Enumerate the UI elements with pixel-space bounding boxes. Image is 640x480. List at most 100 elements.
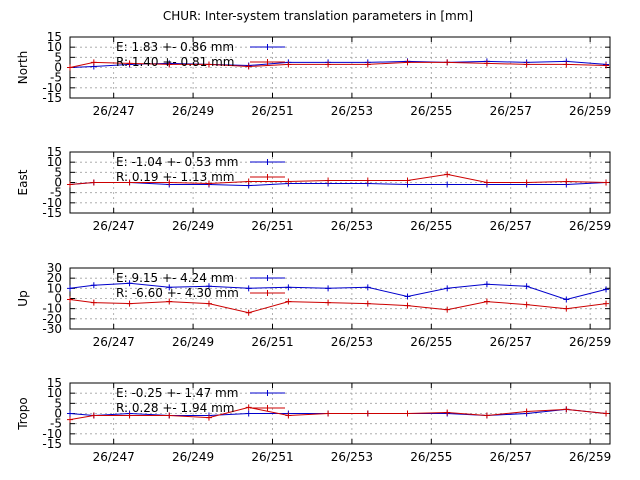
data-point-E [404,293,411,300]
x-tick-label: 26/255 [410,219,452,233]
data-point-R [483,179,490,186]
x-tick-label: 26/253 [331,450,373,464]
data-point-R [523,408,530,415]
data-point-R [364,410,371,417]
data-point-R [404,177,411,184]
data-point-E [444,285,451,292]
data-point-R [166,412,173,419]
y-tick-label: 15 [47,376,62,390]
y-tick-label: 10 [47,40,62,54]
data-point-R [285,178,292,185]
x-tick-label: 26/255 [410,450,452,464]
data-point-R [563,305,570,312]
x-tick-label: 26/247 [93,104,135,118]
y-tick-label: 30 [47,261,62,275]
legend-label-R: R: -6.60 +- 4.30 mm [116,286,239,300]
x-tick-label: 26/253 [331,219,373,233]
legend-label-E: E: 1.83 +- 0.86 mm [116,40,234,54]
y-tick-label: -5 [50,71,62,85]
data-point-R [404,410,411,417]
data-point-R [325,299,332,306]
legend-marker-R [264,290,271,296]
y-tick-label: 5 [54,396,62,410]
data-point-E [90,282,97,289]
y-tick-label: 10 [47,155,62,169]
data-point-R [444,171,451,178]
data-point-R [126,300,133,307]
data-point-R [563,406,570,413]
x-tick-label: 26/253 [331,335,373,349]
x-tick-label: 26/249 [172,450,214,464]
data-point-R [67,296,73,303]
data-point-E [325,285,332,292]
x-tick-label: 26/253 [331,104,373,118]
y-tick-label: -5 [50,417,62,431]
data-point-R [205,180,212,187]
legend-label-R: R: 0.19 +- 1.13 mm [116,170,234,184]
data-point-R [90,179,97,186]
data-point-E [205,283,212,290]
y-tick-label: 0 [54,292,62,306]
data-point-R [126,60,133,67]
data-point-R [325,61,332,68]
y-tick-label: -15 [42,91,62,105]
series-line-R [69,299,607,314]
data-point-R [444,306,451,313]
data-point-R [325,177,332,184]
x-tick-label: 26/247 [93,450,135,464]
x-tick-label: 26/247 [93,335,135,349]
data-point-E [563,296,570,303]
x-tick-label: 26/255 [410,335,452,349]
data-point-E [444,181,451,188]
legend-marker-E [264,275,271,281]
x-tick-label: 26/259 [569,219,611,233]
data-point-R [603,410,610,417]
y-tick-label: -30 [42,322,62,336]
y-axis-label: Tropo [16,397,30,431]
y-tick-label: -15 [42,437,62,451]
y-tick-label: 20 [47,271,62,285]
data-point-R [245,63,252,70]
y-tick-label: 15 [47,30,62,44]
data-point-E [245,410,252,417]
x-tick-label: 26/249 [172,219,214,233]
y-tick-label: 5 [54,165,62,179]
data-point-R [603,62,610,69]
x-tick-label: 26/247 [93,219,135,233]
data-point-E [483,281,490,288]
data-point-R [444,409,451,416]
y-tick-label: -10 [42,81,62,95]
data-point-E [245,285,252,292]
y-tick-label: -10 [42,302,62,316]
y-tick-label: 0 [54,61,62,75]
legend-label-E: E: 9.15 +- 4.24 mm [116,271,234,285]
y-tick-label: -20 [42,312,62,326]
legend-marker-E [264,44,271,50]
data-point-R [245,404,252,411]
data-point-R [166,61,173,68]
x-tick-label: 26/251 [251,335,293,349]
legend-marker-E [264,159,271,165]
data-point-R [285,298,292,305]
data-point-R [603,300,610,307]
x-tick-label: 26/251 [251,104,293,118]
legend-marker-R [264,59,271,65]
legend-marker-R [264,174,271,180]
data-point-E [67,410,73,417]
legend-marker-E [264,390,271,396]
data-point-R [523,301,530,308]
x-tick-label: 26/259 [569,104,611,118]
legend-marker-R [264,405,271,411]
y-tick-label: -5 [50,186,62,200]
data-point-R [205,300,212,307]
data-point-R [483,298,490,305]
y-tick-label: -10 [42,427,62,441]
x-tick-label: 26/249 [172,104,214,118]
data-point-R [444,59,451,66]
x-tick-label: 26/257 [490,219,532,233]
x-tick-label: 26/251 [251,219,293,233]
